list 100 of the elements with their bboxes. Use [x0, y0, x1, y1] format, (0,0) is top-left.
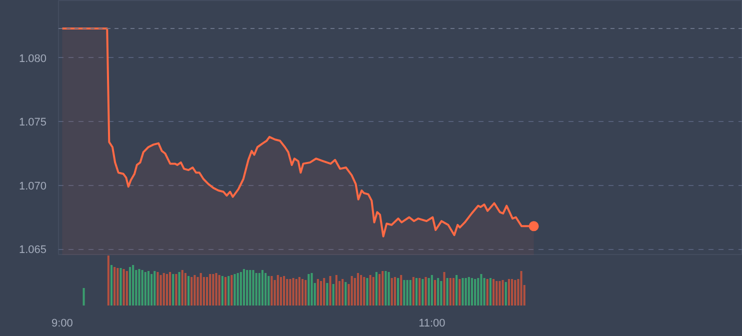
bar — [316, 279, 319, 306]
bar — [304, 280, 307, 306]
bar — [230, 275, 233, 306]
bar — [458, 279, 461, 306]
bar — [422, 279, 424, 306]
bar — [221, 276, 224, 306]
bar — [196, 277, 199, 306]
bar — [403, 280, 406, 306]
bar — [446, 278, 448, 306]
bar — [181, 270, 184, 306]
bar — [452, 278, 455, 306]
bar — [175, 274, 178, 306]
bar — [270, 276, 273, 306]
bar — [520, 271, 522, 306]
bar — [335, 275, 338, 306]
bar — [147, 271, 150, 306]
x-tick-label: 11:00 — [418, 318, 446, 330]
bar — [126, 271, 128, 306]
bar — [483, 278, 486, 306]
bar — [464, 278, 467, 306]
bar — [255, 273, 258, 306]
bar — [474, 279, 476, 306]
bar — [228, 276, 230, 306]
bar — [169, 272, 172, 306]
bar — [132, 265, 134, 306]
bar — [258, 273, 260, 306]
bar — [496, 281, 498, 306]
bar — [283, 276, 286, 306]
bar — [480, 274, 482, 306]
bar — [261, 270, 264, 306]
bar — [240, 272, 242, 306]
bar — [430, 275, 433, 306]
bar — [310, 273, 313, 306]
bar — [144, 272, 146, 306]
bar — [394, 277, 396, 306]
bar — [234, 274, 236, 306]
bar — [184, 273, 186, 306]
bar — [406, 280, 408, 306]
bar — [502, 280, 504, 306]
bar — [162, 273, 165, 306]
bar — [172, 274, 174, 306]
bar — [360, 275, 362, 306]
bar — [412, 277, 414, 306]
bar — [449, 278, 452, 306]
y-tick-label: 1.065 — [18, 244, 47, 256]
bar — [397, 278, 400, 306]
bar — [350, 276, 353, 306]
bar — [114, 267, 116, 306]
bar — [120, 268, 122, 306]
bar — [202, 277, 205, 306]
bar — [249, 270, 252, 306]
y-tick-label: 1.080 — [18, 52, 47, 65]
bar — [477, 278, 480, 306]
bar — [200, 273, 202, 306]
bar — [252, 270, 254, 306]
bar — [178, 272, 180, 306]
bar — [302, 279, 304, 306]
bar — [150, 274, 153, 306]
bar — [215, 273, 218, 306]
bar — [190, 277, 193, 306]
bar — [344, 282, 347, 306]
bar — [166, 274, 168, 306]
bar — [160, 275, 162, 306]
bar — [486, 279, 488, 306]
bar — [390, 278, 393, 306]
bar — [308, 274, 310, 306]
bar — [514, 280, 516, 306]
y-tick-label: 1.070 — [18, 180, 47, 192]
bar — [440, 281, 442, 306]
bar — [456, 275, 458, 306]
bar — [372, 277, 374, 306]
bar — [141, 270, 144, 306]
bar — [384, 271, 387, 306]
bar — [498, 281, 501, 306]
bar — [280, 277, 282, 306]
bar — [428, 278, 430, 306]
bar — [437, 278, 440, 306]
bar — [107, 256, 110, 306]
bar — [434, 280, 436, 306]
bar — [295, 279, 298, 306]
bar — [224, 277, 227, 306]
bar — [156, 272, 159, 306]
bar — [242, 269, 245, 306]
bar — [504, 282, 507, 306]
bar — [424, 277, 427, 306]
bar — [138, 269, 140, 306]
bar — [409, 280, 412, 306]
bar — [443, 272, 446, 306]
bar — [246, 270, 248, 306]
bar — [388, 272, 390, 306]
bar — [492, 279, 495, 306]
bar — [286, 279, 288, 306]
bar — [110, 265, 113, 306]
bar — [218, 275, 220, 306]
bar — [382, 271, 384, 306]
bar — [418, 278, 421, 306]
bar — [323, 278, 326, 306]
bar — [154, 271, 156, 306]
bar — [363, 277, 366, 306]
bar — [489, 278, 492, 306]
